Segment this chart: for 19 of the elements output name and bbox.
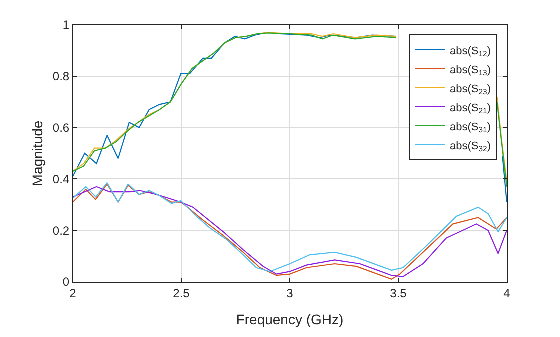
x-tick-label: 3 <box>286 286 294 300</box>
x-tick-label: 2.5 <box>173 286 190 300</box>
y-tick-label: 0.8 <box>52 70 70 84</box>
x-axis-title: Frequency (GHz) <box>236 312 344 328</box>
legend-label: abs(S$_{32}$) <box>450 140 491 154</box>
legend-label: abs(S$_{13}$) <box>450 64 491 78</box>
legend-label: abs(S$_{12}$) <box>450 45 491 59</box>
legend-label: abs(S$_{21}$) <box>450 102 491 116</box>
y-tick-label: 0.6 <box>52 121 70 135</box>
y-axis-title: Magnitude <box>30 120 46 186</box>
y-tick-label: 1 <box>62 18 70 32</box>
y-tick-label: 0 <box>62 275 70 290</box>
x-tick-label: 4 <box>504 286 511 300</box>
x-tick-label: 3.5 <box>390 286 408 300</box>
y-tick-label: 0.2 <box>52 224 70 238</box>
y-tick-label: 0.4 <box>52 172 70 186</box>
legend-label: abs(S$_{23}$) <box>450 83 491 97</box>
legend-label: abs(S$_{31}$) <box>450 121 491 135</box>
x-tick-label: 2 <box>70 286 77 300</box>
